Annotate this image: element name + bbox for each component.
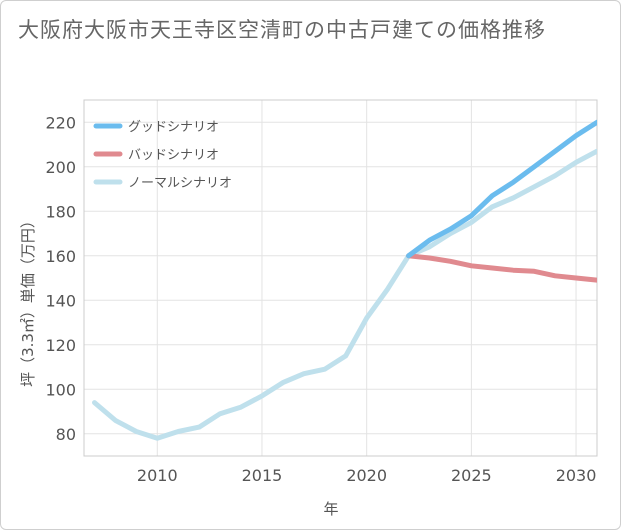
series-line-0 xyxy=(406,119,597,259)
legend-label: バッドシナリオ xyxy=(128,148,219,163)
y-tick-label: 140 xyxy=(45,291,76,310)
y-tick-label: 120 xyxy=(45,336,76,355)
y-tick-label: 200 xyxy=(45,158,76,177)
x-tick-label: 2020 xyxy=(346,466,387,485)
x-tick-label: 2010 xyxy=(137,466,178,485)
y-axis-label: 坪（3.3㎡）単価（万円） xyxy=(19,213,37,387)
series-line-2 xyxy=(92,148,597,441)
y-axis-ticks: 80 100 120 140 160 180 200 220 xyxy=(45,113,76,444)
series-layer xyxy=(92,119,597,441)
x-axis-label: 年 xyxy=(323,500,338,518)
y-tick-label: 100 xyxy=(45,380,76,399)
chart-title: 大阪府大阪市天王寺区空清町の中古戸建ての価格推移 xyxy=(18,18,546,42)
x-tick-label: 2030 xyxy=(556,466,597,485)
legend-label: グッドシナリオ xyxy=(128,120,219,135)
grid-lines xyxy=(84,100,597,456)
x-axis-ticks: 2010 2015 2020 2025 2030 xyxy=(137,466,596,485)
x-tick-label: 2025 xyxy=(451,466,492,485)
x-tick-label: 2015 xyxy=(242,466,283,485)
y-tick-label: 160 xyxy=(45,247,76,266)
y-tick-label: 180 xyxy=(45,202,76,221)
y-tick-label: 220 xyxy=(45,113,76,132)
legend-label: ノーマルシナリオ xyxy=(128,176,232,191)
y-tick-label: 80 xyxy=(56,425,76,444)
series-line-1 xyxy=(406,253,597,283)
